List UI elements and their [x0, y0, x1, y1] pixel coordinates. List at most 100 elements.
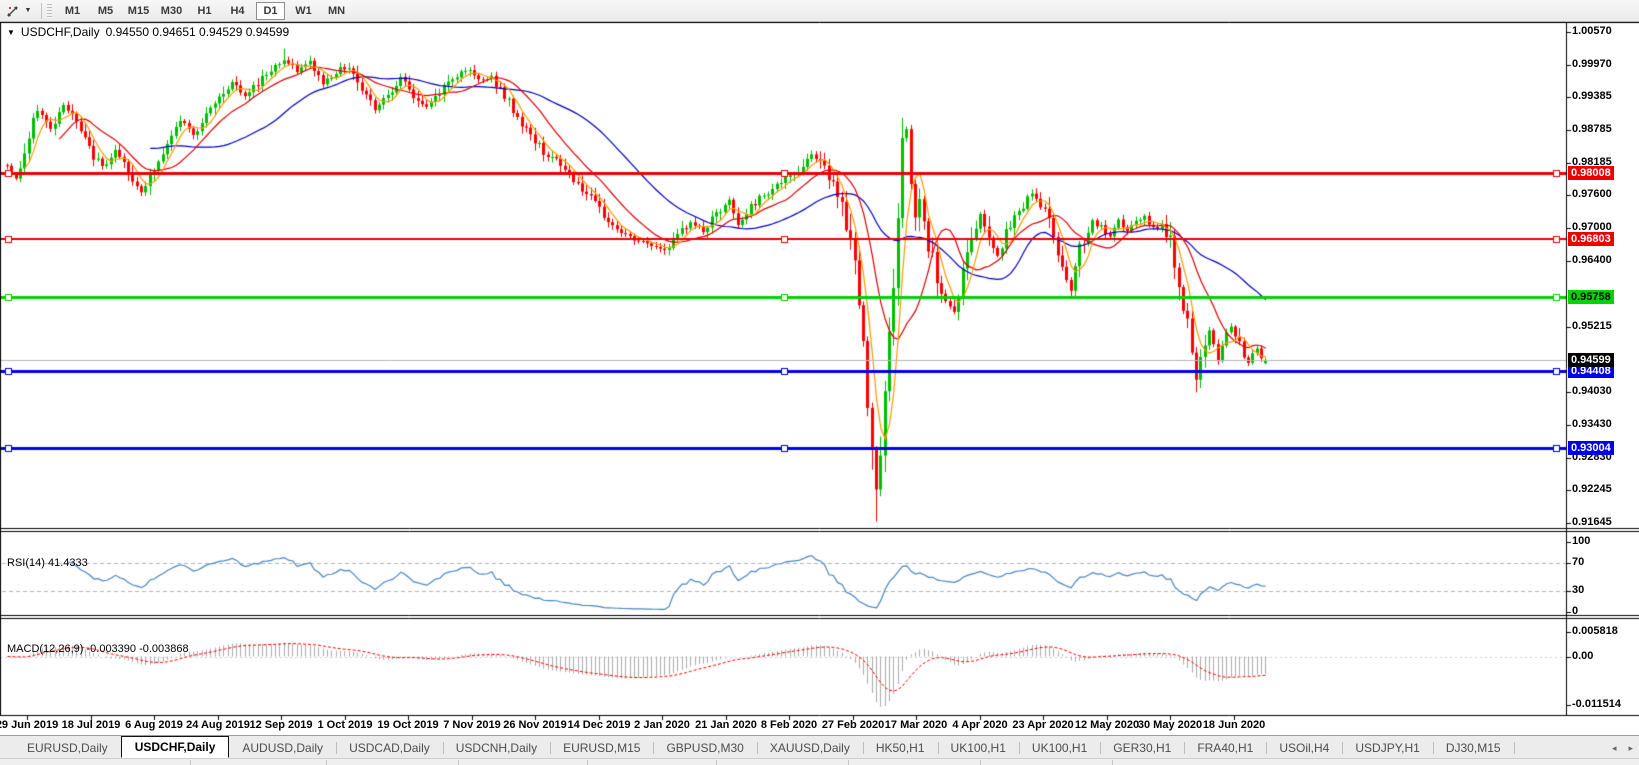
tab-usdjpy-h1[interactable]: USDJPY,H1 — [1342, 738, 1434, 758]
timeframe-button-w1[interactable]: W1 — [295, 4, 312, 17]
tab-separator — [1266, 742, 1268, 754]
cursor-tool-group: ▼ — [0, 0, 38, 22]
toolbar: ▼ M1 M5 M15 M30 H1 H4 D1 W1 MN — [0, 0, 1639, 22]
rsi-tick-label: 70 — [1572, 556, 1585, 568]
macd-tick-label: 0.005818 — [1572, 625, 1618, 637]
chart-tab-bar: EURUSD,Daily USDCHF,Daily AUDUSD,Daily USDC… — [0, 735, 1639, 758]
tab-usdchf-daily[interactable]: USDCHF,Daily — [120, 736, 230, 758]
timeframe-button-m1[interactable]: M1 — [64, 4, 81, 17]
date-tick-label: 12 Sep 2019 — [249, 719, 313, 731]
date-tick-label: 12 May 2020 — [1074, 719, 1140, 731]
date-tick-label: 26 Nov 2019 — [503, 719, 567, 731]
timeframe-button-m30[interactable]: M30 — [160, 4, 183, 17]
crosshair-tool-icon[interactable] — [4, 3, 22, 19]
status-cell-separator — [716, 760, 717, 765]
date-tick-label: 2 Jan 2020 — [634, 719, 690, 731]
tab-usoil-h4[interactable]: USOil,H4 — [1266, 738, 1344, 758]
price-chart-canvas[interactable] — [0, 22, 1639, 733]
chart-ohlc-values: 0.94550 0.94651 0.94529 0.94599 — [105, 25, 290, 39]
price-tick-label: 0.98185 — [1572, 156, 1612, 168]
chart-tabs: EURUSD,Daily USDCHF,Daily AUDUSD,Daily USDC… — [0, 735, 1515, 758]
hline-price-label: 0.98008 — [1568, 166, 1614, 180]
tab-eurusd-daily[interactable]: EURUSD,Daily — [27, 741, 108, 755]
date-tick-label: 30 May 2020 — [1137, 719, 1203, 731]
tab-separator — [756, 742, 758, 754]
price-tick-label: 0.99385 — [1572, 90, 1612, 102]
tab-uk100-h1[interactable]: UK100,H1 — [1019, 738, 1102, 758]
tab-hk50-h1[interactable]: HK50,H1 — [863, 738, 939, 758]
macd-tick-label: -0.011514 — [1572, 698, 1621, 710]
date-tick-label: 1 Oct 2019 — [317, 719, 373, 731]
date-tick-label: 24 Aug 2019 — [186, 719, 250, 731]
timeframe-button-h1[interactable]: H1 — [197, 4, 212, 17]
date-tick-label: 7 Nov 2019 — [443, 719, 501, 731]
timeframe-button-m5[interactable]: M5 — [97, 4, 114, 17]
status-cell-separator — [190, 760, 191, 765]
rsi-tick-label: 30 — [1572, 584, 1585, 596]
price-tick-label: 0.99970 — [1572, 58, 1612, 70]
date-tick-label: 18 Jul 2019 — [61, 719, 121, 731]
timeframe-button-d1[interactable]: D1 — [256, 1, 285, 20]
date-tick-label: 18 Jun 2020 — [1202, 719, 1266, 731]
price-tick-label: 0.97600 — [1572, 188, 1612, 200]
price-tick-label: 0.91645 — [1572, 516, 1612, 528]
tab-separator — [1184, 742, 1186, 754]
rsi-tick-label: 100 — [1572, 535, 1591, 547]
tab-separator — [1100, 742, 1102, 754]
hline-price-label: 0.94408 — [1568, 364, 1614, 378]
chart-title: ▼ USDCHF,Daily 0.94550 0.94651 0.94529 0… — [7, 25, 289, 39]
price-tick-label: 0.95215 — [1572, 320, 1612, 332]
tab-scroll-right-icon[interactable]: ▸ — [1628, 743, 1633, 753]
tab-separator — [550, 742, 552, 754]
tab-dj30-m15[interactable]: DJ30,M15 — [1433, 738, 1515, 758]
timeframe-button-mn[interactable]: MN — [327, 4, 346, 17]
price-tick-label: 0.97000 — [1572, 221, 1612, 233]
tab-scroll-left-icon[interactable]: ◂ — [1611, 743, 1617, 753]
status-cell-separator — [458, 760, 459, 765]
chevron-down-icon[interactable]: ▼ — [24, 7, 32, 14]
tab-uk100-h1[interactable]: UK100,H1 — [938, 738, 1020, 758]
tab-gbpusd-m30[interactable]: GBPUSD,M30 — [653, 738, 758, 758]
macd-name: MACD(12,26,9) — [7, 643, 84, 655]
tab-separator — [937, 742, 939, 754]
status-cell-separator — [1112, 760, 1113, 765]
toolbar-drag-handle[interactable] — [47, 3, 52, 18]
hline-price-label: 0.93004 — [1568, 441, 1614, 455]
status-cell-separator — [587, 760, 588, 765]
price-tick-label: 0.93430 — [1572, 418, 1612, 430]
price-tick-label: 1.00570 — [1572, 25, 1612, 37]
tab-xauusd-daily[interactable]: XAUUSD,Daily — [757, 738, 864, 758]
price-tick-label: 0.92245 — [1572, 483, 1612, 495]
date-tick-label: 19 Oct 2019 — [377, 719, 439, 731]
chart-symbol-label: USDCHF,Daily — [20, 25, 100, 39]
current-price-label: 0.94599 — [1568, 353, 1614, 367]
date-tick-label: 27 Feb 2020 — [821, 719, 885, 731]
tab-separator — [1342, 742, 1344, 754]
tab-separator — [336, 742, 338, 754]
date-tick-label: 14 Dec 2019 — [567, 719, 631, 731]
tab-separator — [1018, 742, 1020, 754]
price-tick-label: 0.98785 — [1572, 123, 1612, 135]
timeframe-button-m15[interactable]: M15 — [127, 4, 150, 17]
date-tick-label: 6 Aug 2019 — [125, 719, 183, 731]
status-cell-separator — [848, 760, 849, 765]
hline-price-label: 0.96803 — [1568, 232, 1614, 246]
date-tick-label: 17 Mar 2020 — [884, 719, 948, 731]
tab-separator — [1513, 742, 1515, 754]
tab-ger30-h1[interactable]: GER30,H1 — [1100, 738, 1186, 758]
tab-fra40-h1[interactable]: FRA40,H1 — [1184, 738, 1268, 758]
tab-separator — [862, 742, 864, 754]
price-tick-label: 0.96400 — [1572, 254, 1612, 266]
tab-separator — [1432, 742, 1434, 754]
status-cell-separator — [980, 760, 981, 765]
chart-collapse-icon[interactable]: ▼ — [7, 27, 15, 37]
timeframe-button-h4[interactable]: H4 — [230, 4, 245, 17]
macd-label: MACD(12,26,9) -0.003390 -0.003868 — [7, 643, 189, 655]
tab-usdcnh-daily[interactable]: USDCNH,Daily — [443, 738, 552, 758]
tab-eurusd-m15[interactable]: EURUSD,M15 — [550, 738, 655, 758]
toolbar-separator — [41, 2, 42, 19]
rsi-label: RSI(14) 41.4333 — [7, 557, 88, 569]
rsi-value: 41.4333 — [47, 557, 88, 569]
tab-usdcad-daily[interactable]: USDCAD,Daily — [336, 738, 444, 758]
tab-audusd-daily[interactable]: AUDUSD,Daily — [229, 738, 338, 758]
